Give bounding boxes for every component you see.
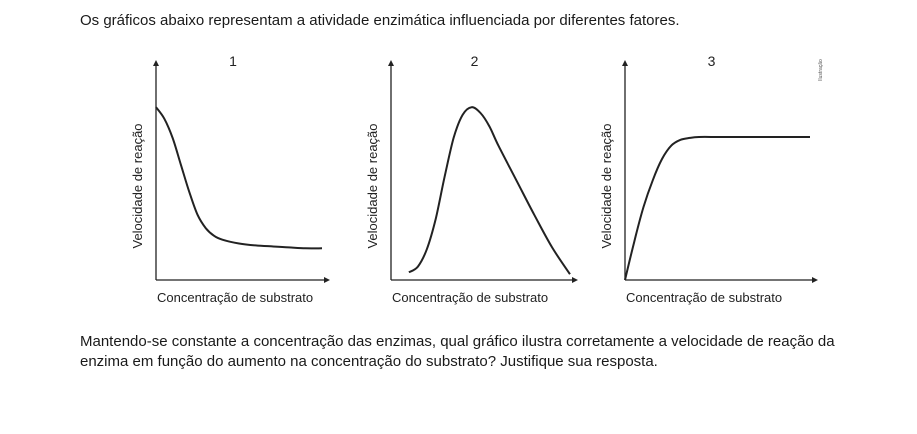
panel-2-y-axis-title: Velocidade de reação — [365, 123, 380, 248]
illustration-credit: Ilustração — [818, 59, 824, 81]
panel-1-x-axis-title: Concentração de substrato — [157, 290, 313, 305]
intro-text: Os gráficos abaixo representam a ativida… — [80, 12, 680, 29]
enzyme-activity-figure: 1 Concentração de substrato Velocidade de … — [120, 48, 840, 314]
panel-1-curve — [155, 106, 323, 250]
panel-2-y-axis-arrow — [388, 60, 394, 66]
graphs-svg: 1 Concentração de substrato Velocidade de … — [130, 53, 824, 305]
panel-3-x-axis-title: Concentração de substrato — [626, 290, 782, 305]
panel-3-curve — [624, 135, 810, 281]
panel-1-x-axis-arrow — [324, 277, 330, 283]
panel-3-y-axis-arrow — [622, 60, 628, 66]
panel-3-x-axis-arrow — [812, 277, 818, 283]
panel-3-number: 3 — [708, 53, 716, 69]
question-text: Mantendo-se constante a concentração das… — [80, 333, 835, 370]
panel-2-x-axis-title: Concentração de substrato — [392, 290, 548, 305]
panel-3-y-axis-title: Velocidade de reação — [599, 123, 614, 248]
panel-1-number: 1 — [229, 53, 237, 69]
panel-2-number: 2 — [471, 53, 479, 69]
panel-1-y-axis-arrow — [153, 60, 159, 66]
panel-2-curve — [408, 106, 571, 275]
panel-2-x-axis-arrow — [572, 277, 578, 283]
panel-1-y-axis-title: Velocidade de reação — [130, 123, 145, 248]
